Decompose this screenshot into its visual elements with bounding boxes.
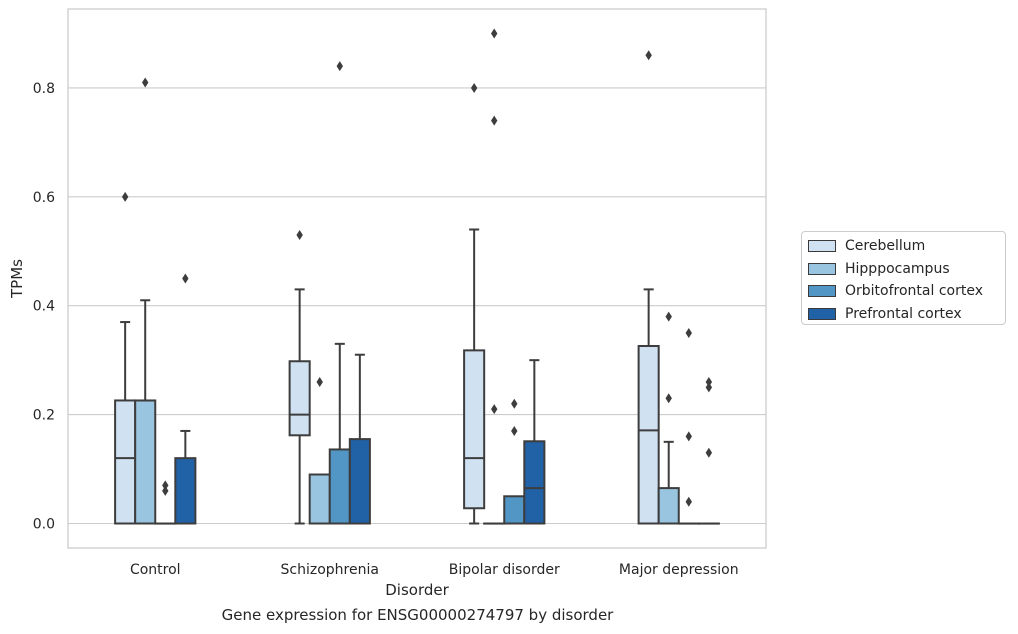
outlier-point [685, 496, 692, 507]
y-axis-title: TPMs [8, 259, 26, 299]
y-tick-label: 0.6 [33, 190, 55, 206]
outlier-point [316, 376, 323, 387]
box-2-0 [463, 82, 486, 525]
box-body [288, 360, 311, 437]
box-3-1 [657, 311, 680, 525]
box-1-3 [348, 353, 371, 525]
outlier-point [470, 82, 478, 93]
x-tick-labels: Control Schizophrenia Bipolar disorder Majo… [130, 562, 739, 578]
legend-label: Prefrontal cortex [845, 305, 962, 322]
legend-swatch [808, 262, 836, 275]
box-1-1 [308, 376, 331, 525]
box-body [348, 438, 371, 525]
x-tick-label: Major depression [619, 562, 739, 578]
outlier-point [705, 447, 713, 458]
box-body [328, 448, 351, 525]
gridlines [68, 87, 766, 525]
box-3-0 [637, 50, 660, 525]
box-body [523, 440, 546, 525]
box-0-2 [154, 480, 177, 525]
outlier-point [705, 382, 713, 393]
legend-swatch [808, 240, 836, 252]
box-2-1 [483, 28, 506, 525]
legend-item: Hipppocampus [808, 259, 950, 279]
legend: Cerebellum Hipppocampus Orbitofrontal cort… [801, 231, 1006, 325]
box-body [657, 487, 680, 525]
box-body [174, 457, 197, 525]
boxes [114, 28, 720, 525]
x-tick-label: Control [130, 562, 181, 578]
outlier-point [162, 480, 169, 491]
legend-label: Orbitofrontal cortex [845, 283, 983, 299]
legend-item: Orbitofrontal cortex [808, 281, 983, 301]
box-1-0 [288, 229, 311, 525]
box-3-2 [677, 327, 700, 525]
outlier-point [296, 229, 303, 240]
box-0-0 [114, 191, 137, 525]
box-body [308, 473, 331, 525]
y-tick-label: 0.8 [33, 81, 55, 97]
box-body [114, 399, 137, 525]
outlier-point [182, 273, 189, 284]
outlier-point [685, 431, 692, 442]
outlier-point [511, 398, 518, 409]
outlier-point [645, 50, 652, 61]
legend-item: Cerebellum [808, 236, 925, 256]
box-1-2 [328, 61, 351, 525]
legend-label: Hipppocampus [845, 260, 950, 277]
box-body [463, 349, 486, 510]
legend-swatch [808, 307, 836, 320]
outlier-point [665, 311, 672, 322]
y-tick-label: 0.2 [33, 408, 55, 424]
outlier-point [121, 191, 129, 202]
legend-label: Cerebellum [845, 238, 926, 254]
legend-item: Prefrontal cortex [808, 304, 962, 324]
box-body [503, 495, 526, 525]
box-body [134, 399, 157, 525]
x-axis-title: Disorder [385, 581, 449, 599]
figure-caption: Gene expression for ENSG00000274797 by d… [221, 606, 614, 624]
box-0-1 [134, 77, 157, 525]
box-0-3 [174, 273, 197, 525]
box-2-3 [523, 359, 546, 525]
outlier-point [705, 376, 713, 387]
x-tick-label: Bipolar disorder [449, 562, 560, 578]
legend-swatch [808, 285, 836, 297]
y-tick-label: 0.4 [33, 299, 55, 315]
outlier-point [491, 115, 498, 126]
box-body [637, 345, 660, 525]
plot-frame [67, 8, 767, 549]
outlier-point [142, 77, 149, 88]
y-tick-labels: 0.0 0.2 0.4 0.6 0.8 [33, 81, 55, 533]
box-2-2 [503, 398, 526, 525]
outlier-point [336, 61, 343, 72]
x-tick-label: Schizophrenia [281, 562, 379, 578]
outlier-point [665, 393, 672, 404]
outlier-point [491, 404, 498, 415]
outlier-point [162, 485, 169, 496]
y-tick-label: 0.0 [33, 517, 55, 533]
box-3-3 [697, 376, 720, 525]
outlier-point [685, 327, 692, 338]
outlier-point [491, 28, 498, 39]
outlier-point [511, 425, 518, 436]
